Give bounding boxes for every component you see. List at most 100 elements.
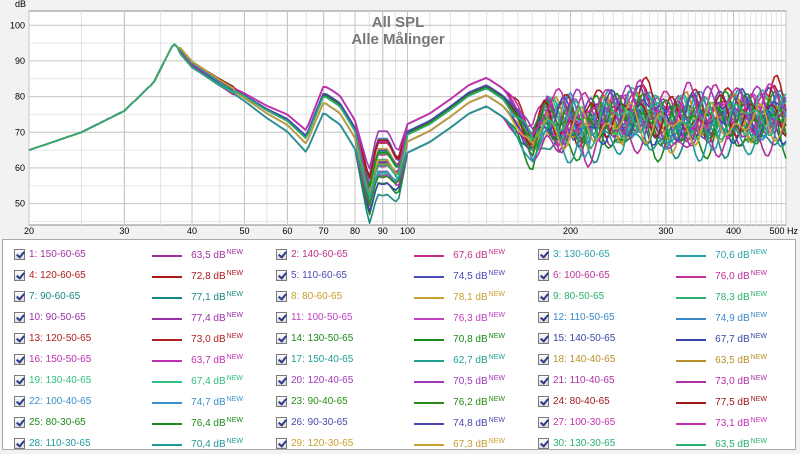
legend-item: 28: 110-30-65 70,4 dBNEW	[7, 435, 269, 454]
legend-swatch	[152, 297, 182, 299]
legend-item: 29: 120-30-65 67,3 dBNEW	[269, 435, 531, 454]
legend-value-text: 74,5 dB	[453, 271, 488, 282]
legend-item: 21: 110-40-65 73,0 dBNEW	[531, 372, 793, 391]
legend-checkbox[interactable]	[276, 417, 287, 428]
legend-checkbox[interactable]	[276, 396, 287, 407]
legend-label: 19: 130-40-65	[29, 375, 92, 386]
legend-checkbox[interactable]	[14, 249, 25, 260]
y-tick-label: 50	[15, 199, 25, 209]
legend-value-text: 63,5 dB	[715, 439, 750, 450]
legend-swatch	[414, 360, 444, 362]
legend-value-text: 73,1 dB	[715, 418, 750, 429]
legend-checkbox[interactable]	[538, 249, 549, 260]
legend-checkbox[interactable]	[538, 417, 549, 428]
legend-checkbox[interactable]	[14, 270, 25, 281]
legend-checkbox[interactable]	[276, 354, 287, 365]
x-tick-label: 40	[187, 226, 197, 236]
y-tick-label: 80	[15, 92, 25, 102]
legend-swatch	[414, 255, 444, 257]
legend-item: 23: 90-40-65 76,2 dBNEW	[269, 393, 531, 412]
legend-value: 73,0 dBNEW	[715, 375, 767, 387]
legend-value-text: 76,2 dB	[453, 397, 488, 408]
legend-new-badge: NEW	[750, 354, 767, 361]
legend-value: 77,1 dBNEW	[191, 291, 243, 303]
legend-label: 9: 80-50-65	[553, 291, 605, 302]
legend-checkbox[interactable]	[538, 354, 549, 365]
legend-checkbox[interactable]	[276, 249, 287, 260]
legend-label: 4: 120-60-65	[29, 270, 86, 281]
legend-checkbox[interactable]	[14, 375, 25, 386]
legend-item: 30: 130-30-65 63,5 dBNEW	[531, 435, 793, 454]
legend-label: 11: 100-50-65	[291, 312, 353, 323]
legend-checkbox[interactable]	[14, 354, 25, 365]
legend-value-text: 70,8 dB	[453, 334, 488, 345]
legend-label: 23: 90-40-65	[291, 396, 348, 407]
legend-checkbox[interactable]	[14, 396, 25, 407]
legend-swatch	[676, 255, 706, 257]
legend-checkbox[interactable]	[538, 375, 549, 386]
legend-checkbox[interactable]	[276, 270, 287, 281]
legend-label: 1: 150-60-65	[29, 249, 86, 260]
legend-item: 22: 100-40-65 74,7 dBNEW	[7, 393, 269, 412]
legend-value: 77,4 dBNEW	[191, 312, 243, 324]
legend-swatch	[676, 297, 706, 299]
legend-checkbox[interactable]	[538, 438, 549, 449]
legend-value: 67,6 dBNEW	[453, 249, 505, 261]
legend-new-badge: NEW	[226, 354, 243, 361]
legend-swatch	[676, 360, 706, 362]
legend-label: 22: 100-40-65	[29, 396, 92, 407]
legend-checkbox[interactable]	[276, 312, 287, 323]
legend-value: 74,8 dBNEW	[453, 417, 505, 429]
grid	[28, 11, 787, 225]
legend-checkbox[interactable]	[14, 291, 25, 302]
legend-value: 63,5 dBNEW	[715, 354, 767, 366]
legend-value: 63,5 dBNEW	[191, 249, 243, 261]
legend-checkbox[interactable]	[538, 270, 549, 281]
legend-checkbox[interactable]	[14, 417, 25, 428]
legend-value: 76,4 dBNEW	[191, 417, 243, 429]
x-tick-label: 60	[282, 226, 292, 236]
legend-swatch	[676, 444, 706, 446]
legend-value: 67,7 dBNEW	[715, 333, 767, 345]
legend-value-text: 77,1 dB	[191, 292, 226, 303]
legend-new-badge: NEW	[488, 438, 505, 445]
legend-checkbox[interactable]	[276, 375, 287, 386]
legend-value: 70,8 dBNEW	[453, 333, 505, 345]
y-tick-label: 100	[10, 20, 25, 30]
legend-checkbox[interactable]	[276, 291, 287, 302]
legend-new-badge: NEW	[226, 312, 243, 319]
legend-checkbox[interactable]	[276, 438, 287, 449]
legend-value-text: 63,5 dB	[191, 250, 226, 261]
legend-value-text: 63,5 dB	[715, 355, 750, 366]
legend-value-text: 63,7 dB	[191, 355, 226, 366]
legend-checkbox[interactable]	[538, 396, 549, 407]
legend-checkbox[interactable]	[538, 333, 549, 344]
legend-label: 28: 110-30-65	[29, 438, 91, 449]
legend-value-text: 74,9 dB	[715, 313, 750, 324]
legend-checkbox[interactable]	[538, 291, 549, 302]
legend-swatch	[152, 318, 182, 320]
legend-label: 27: 100-30-65	[553, 417, 616, 428]
legend-swatch	[676, 318, 706, 320]
legend-item: 12: 110-50-65 74,9 dBNEW	[531, 309, 793, 328]
legend-value: 74,5 dBNEW	[453, 270, 505, 282]
legend-value-text: 73,0 dB	[191, 334, 226, 345]
legend-new-badge: NEW	[226, 417, 243, 424]
legend-new-badge: NEW	[488, 354, 505, 361]
legend-value: 78,1 dBNEW	[453, 291, 505, 303]
legend-new-badge: NEW	[750, 417, 767, 424]
legend-new-badge: NEW	[226, 396, 243, 403]
legend-value-text: 70,6 dB	[715, 250, 750, 261]
legend-value-text: 67,3 dB	[453, 439, 488, 450]
x-tick-label: 100	[400, 226, 415, 236]
legend-value-text: 76,3 dB	[453, 313, 488, 324]
legend-item: 16: 150-50-65 63,7 dBNEW	[7, 351, 269, 370]
legend-item: 4: 120-60-65 72,8 dBNEW	[7, 267, 269, 286]
legend-checkbox[interactable]	[14, 438, 25, 449]
legend-checkbox[interactable]	[276, 333, 287, 344]
legend-value-text: 78,1 dB	[453, 292, 488, 303]
legend-checkbox[interactable]	[14, 312, 25, 323]
legend-checkbox[interactable]	[538, 312, 549, 323]
legend-new-badge: NEW	[226, 375, 243, 382]
legend-checkbox[interactable]	[14, 333, 25, 344]
